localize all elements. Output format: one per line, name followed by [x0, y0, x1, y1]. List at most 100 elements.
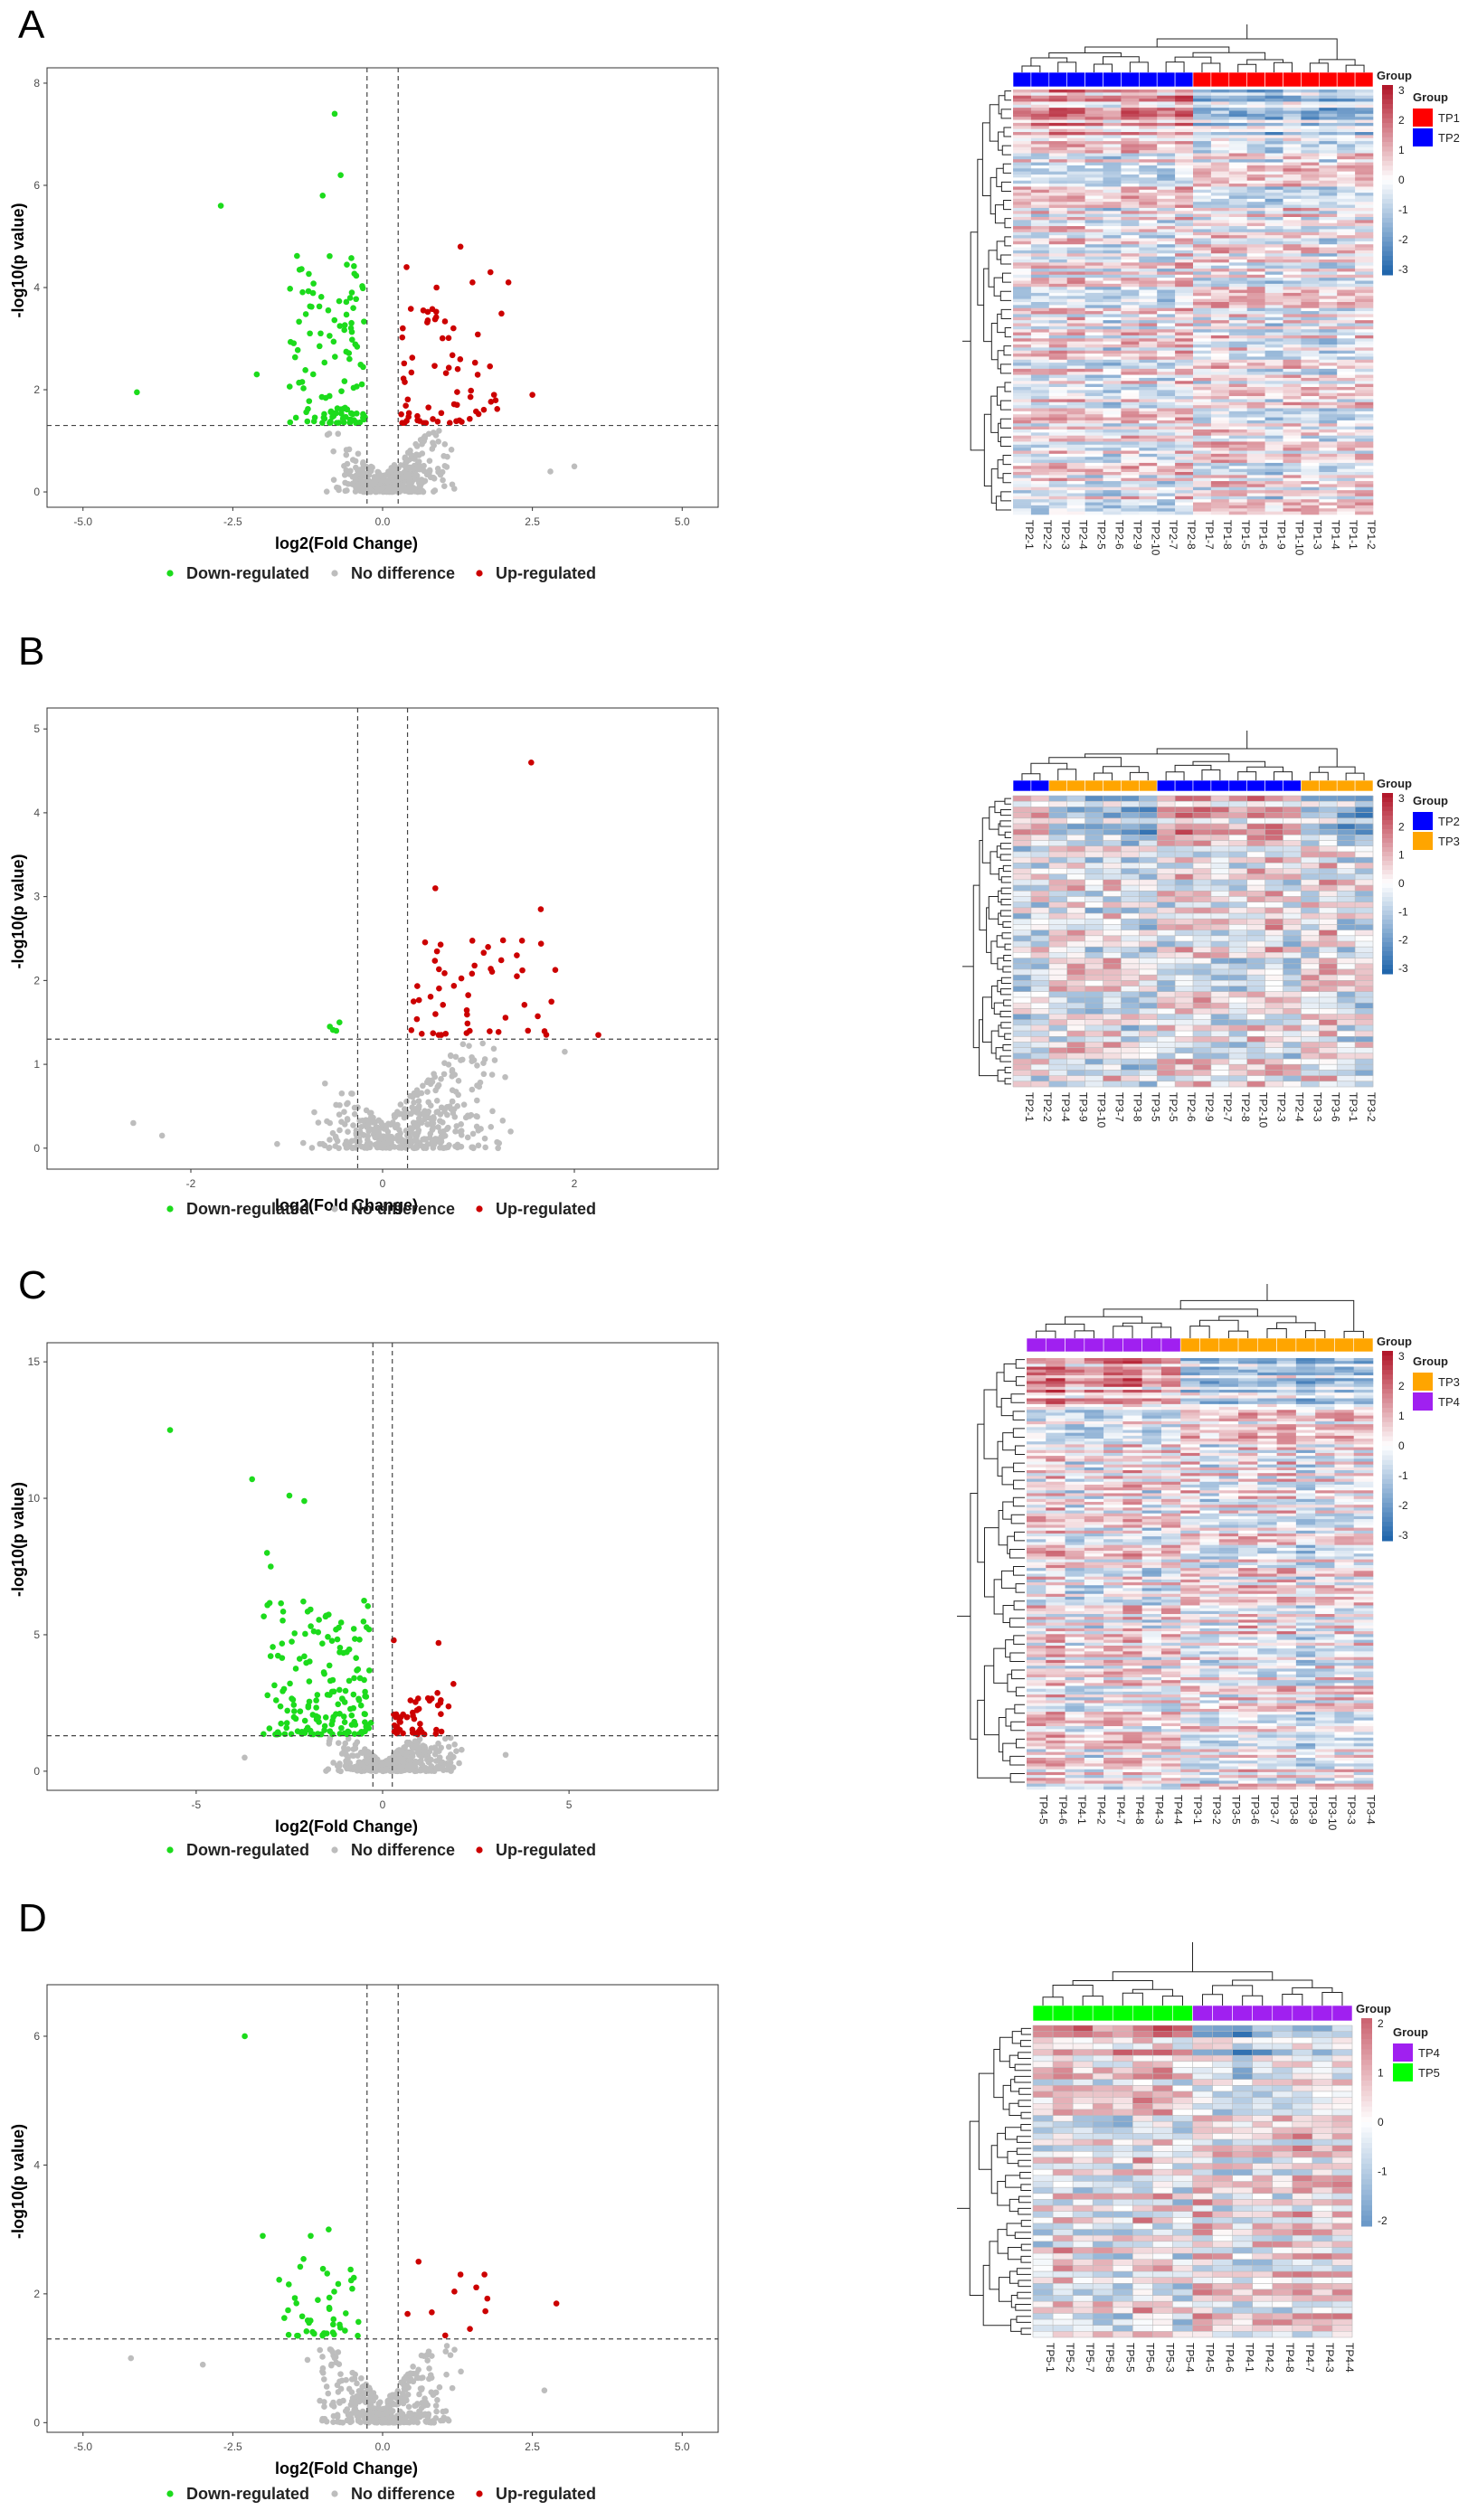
heatmap-cell [1048, 896, 1067, 902]
heatmap-cell [1048, 1019, 1067, 1026]
plot-frame [46, 707, 719, 1170]
heatmap-cell [1103, 986, 1122, 993]
heatmap-cell [1319, 260, 1338, 263]
point-down-regulated [325, 307, 332, 314]
heatmap-cell [1319, 344, 1338, 348]
heatmap-cell [1066, 341, 1085, 345]
heatmap-cell [1337, 448, 1356, 451]
heatmap-cell [1030, 220, 1050, 224]
point-no-difference [364, 1140, 371, 1147]
point-no-difference [414, 477, 421, 484]
heatmap-cell [1084, 801, 1103, 807]
heatmap-cell [1066, 441, 1085, 446]
heatmap-cell [1264, 344, 1283, 348]
point-up-regulated [498, 310, 505, 317]
heatmap-cell [1030, 1036, 1050, 1043]
heatmap-cell [1103, 241, 1122, 245]
heatmap-cell [1210, 812, 1230, 819]
heatmap-cell [1301, 314, 1320, 318]
heatmap-cell [1121, 238, 1140, 242]
heatmap-cell [1337, 256, 1356, 260]
heatmap-cell [1103, 113, 1122, 118]
heatmap-cell [1264, 262, 1283, 267]
heatmap-cell [1013, 307, 1032, 312]
heatmap-cell [1228, 426, 1247, 430]
heatmap-cell [1048, 256, 1067, 260]
heatmap-cell [1084, 122, 1103, 127]
heatmap-cell [1013, 432, 1032, 437]
heatmap-cell [1228, 450, 1247, 455]
heatmap-cell [1355, 338, 1374, 342]
heatmap-cell [1066, 363, 1085, 366]
heatmap-cell [1048, 184, 1067, 187]
heatmap-cell [1048, 171, 1067, 175]
heatmap-cell [1228, 958, 1247, 965]
heatmap-cell [1013, 968, 1032, 976]
heatmap-cell [1048, 289, 1067, 294]
heatmap-cell [1264, 292, 1283, 297]
heatmap-cell [1301, 499, 1320, 503]
point-down-regulated [348, 255, 355, 261]
heatmap-cell [1030, 924, 1050, 930]
heatmap-cell [1228, 801, 1247, 807]
heatmap-cell [1084, 108, 1103, 111]
heatmap-cell [1193, 505, 1212, 509]
heatmap-cell [1175, 390, 1194, 394]
heatmap-cell [1246, 314, 1265, 318]
heatmap-cell [1013, 350, 1032, 354]
heatmap-cell [1013, 505, 1032, 509]
heatmap-cell [1048, 316, 1067, 321]
heatmap-cell [1175, 165, 1194, 169]
heatmap-cell [1175, 1047, 1194, 1054]
heatmap-cell [1066, 271, 1085, 276]
heatmap-cell [1175, 247, 1194, 251]
heatmap-cell [1121, 326, 1140, 330]
heatmap-cell [1175, 238, 1194, 242]
heatmap-cell [1283, 213, 1302, 218]
heatmap-cell [1283, 168, 1302, 172]
heatmap-cell [1175, 466, 1194, 469]
heatmap-cell [1139, 256, 1158, 260]
heatmap-cell [1175, 132, 1194, 136]
column-label: TP1-1 [1347, 520, 1359, 550]
heatmap-cell [1030, 101, 1050, 106]
heatmap-cell [1246, 110, 1265, 115]
heatmap-cell [1301, 292, 1320, 297]
heatmap-cell [1355, 496, 1374, 500]
heatmap-cell [1030, 153, 1050, 157]
point-no-difference [437, 1128, 444, 1135]
heatmap-cell [1048, 354, 1067, 357]
heatmap-cell [1193, 198, 1212, 203]
heatmap-cell [1013, 204, 1032, 209]
heatmap: TP2-1 TP2-2 TP3-4 TP3-9 TP3-10 TP3-7 TP3-8 TP3-… [962, 731, 1460, 1128]
column-label: TP2-10 [1149, 520, 1161, 556]
heatmap-cell [1301, 198, 1320, 203]
heatmap-cell [1013, 457, 1032, 460]
heatmap-cell [1103, 354, 1122, 357]
heatmap-cell [1264, 269, 1283, 272]
heatmap-cell [1283, 316, 1302, 321]
heatmap-cell [1283, 141, 1302, 145]
heatmap-cell [1337, 356, 1356, 361]
heatmap-cell [1157, 835, 1176, 841]
heatmap-cell [1264, 913, 1283, 920]
heatmap-cell [1210, 150, 1230, 154]
heatmap-cell [1048, 930, 1067, 937]
heatmap-cell [1246, 372, 1265, 375]
heatmap-cell [1210, 817, 1230, 825]
point-down-regulated [316, 303, 323, 310]
heatmap-cell [1013, 885, 1032, 892]
heatmap-cell [1301, 472, 1320, 476]
heatmap-cell [1210, 1008, 1230, 1015]
heatmap-cell [1013, 287, 1032, 290]
heatmap-cell [1283, 829, 1302, 835]
heatmap-cell [1301, 453, 1320, 458]
heatmap-cell [1264, 901, 1283, 909]
point-no-difference [424, 1121, 431, 1128]
heatmap-cell [1013, 1031, 1032, 1037]
heatmap-cell [1013, 812, 1032, 819]
heatmap-cell [1103, 1042, 1122, 1048]
heatmap-cell [1301, 835, 1320, 841]
heatmap-cell [1301, 159, 1320, 163]
heatmap-cell [1121, 481, 1140, 485]
